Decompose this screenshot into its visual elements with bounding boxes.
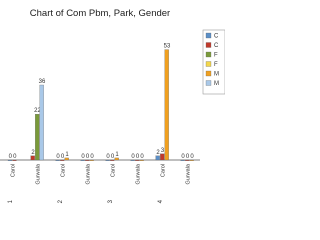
value-label: 0	[61, 154, 65, 160]
bar	[60, 159, 65, 161]
background	[0, 0, 225, 225]
value-label: 0	[140, 154, 144, 160]
value-label: 36	[39, 79, 46, 85]
x-tick-label: Gurwala	[36, 163, 42, 184]
bar	[160, 153, 165, 161]
value-label: 53	[164, 44, 171, 50]
bar	[130, 159, 135, 161]
bar	[7, 159, 13, 161]
bar	[110, 159, 115, 161]
chart-title: Chart of Com Pbm, Park, Gender	[30, 8, 170, 19]
bar	[64, 157, 69, 161]
value-label: 3	[161, 148, 165, 154]
bar	[35, 114, 40, 161]
group-label: 3	[108, 199, 114, 203]
bar	[80, 159, 85, 161]
bar	[135, 159, 140, 161]
bar	[139, 159, 144, 161]
value-label: 0	[106, 154, 110, 160]
x-tick-label: Carol	[61, 164, 67, 177]
bar	[85, 159, 90, 161]
bar	[180, 159, 185, 161]
x-tick-label: Gurwala	[186, 163, 192, 184]
value-label: 22	[34, 108, 41, 114]
value-label: 0	[56, 154, 60, 160]
value-label: 1	[65, 152, 69, 158]
value-label: 0	[86, 154, 90, 160]
value-label: 0	[90, 154, 94, 160]
bar	[39, 84, 44, 161]
bar	[55, 159, 60, 161]
x-tick-label: Carol	[161, 164, 167, 177]
x-tick-label: Carol	[111, 164, 117, 177]
bar	[189, 159, 194, 161]
bar	[114, 157, 119, 161]
value-label: 0	[190, 154, 194, 160]
legend-swatch	[205, 70, 212, 77]
value-label: 0	[186, 154, 190, 160]
value-label: 0	[136, 154, 140, 160]
bar	[12, 159, 17, 161]
legend-swatch	[205, 32, 212, 39]
legend-swatch	[205, 61, 212, 67]
x-tick-label: Carol	[11, 164, 17, 177]
bar	[155, 155, 160, 161]
value-label: 2	[156, 150, 160, 156]
value-label: 0	[131, 154, 135, 160]
bar	[30, 155, 35, 161]
group-label: 4	[158, 199, 164, 203]
value-label: 0	[181, 154, 185, 160]
chart: Chart of Com Pbm, Park, Gender 0 0Carol22…	[0, 0, 225, 225]
x-tick-label: Gurwala	[136, 163, 142, 184]
group-label: 1	[8, 199, 14, 203]
value-label: 0	[111, 154, 115, 160]
bar	[185, 159, 190, 161]
legend-swatch	[205, 51, 212, 58]
value-label: 0	[13, 154, 17, 160]
bar	[89, 159, 94, 161]
value-label: 2	[31, 150, 35, 156]
group-label: 2	[58, 199, 64, 203]
bar	[105, 159, 110, 161]
value-label: 1	[115, 152, 119, 158]
legend-label: M	[214, 72, 219, 78]
value-label: 0	[9, 154, 13, 160]
x-tick-label: Gurwala	[86, 163, 92, 184]
legend-swatch	[205, 42, 212, 48]
bar	[164, 49, 169, 161]
legend-label: M	[214, 81, 219, 87]
legend-label: F	[214, 62, 218, 68]
value-label: 0	[81, 154, 85, 160]
legend-label: F	[214, 53, 218, 59]
legend-label: C	[214, 43, 219, 49]
legend-label: C	[214, 34, 219, 40]
page: {"chart_data": {"type": "bar", "title": …	[0, 0, 225, 225]
legend-swatch	[205, 80, 212, 86]
